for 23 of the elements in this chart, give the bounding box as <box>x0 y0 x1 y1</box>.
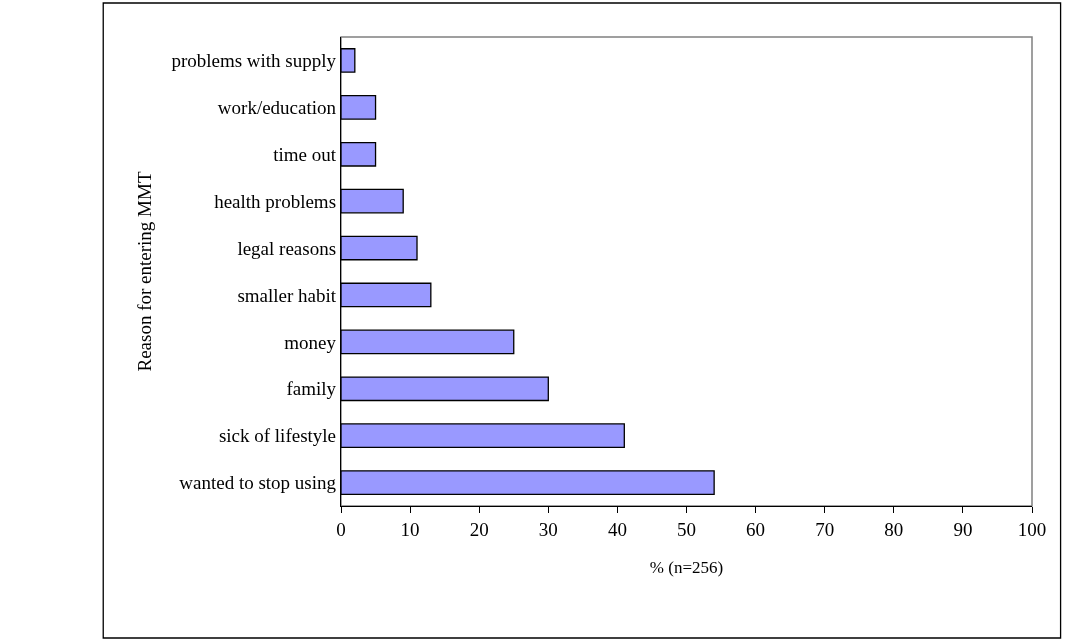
y-tick-label: money <box>284 331 337 353</box>
y-axis-title: Reason for entering MMT <box>134 171 156 372</box>
x-tick-label: 70 <box>815 518 835 540</box>
y-tick-label: time out <box>273 143 337 165</box>
x-tick-label: 30 <box>538 518 558 540</box>
y-tick-label: wanted to stop using <box>179 472 337 494</box>
y-tick-label: health problems <box>214 190 337 212</box>
x-axis-title: % (n=256) <box>649 558 724 578</box>
y-tick-label: smaller habit <box>237 284 337 306</box>
y-tick-label: legal reasons <box>237 237 337 259</box>
x-tick-label: 50 <box>677 518 696 540</box>
x-tick-label: 10 <box>400 518 420 540</box>
y-tick-label: sick of lifestyle <box>218 425 337 447</box>
y-tick-label: problems with supply <box>171 50 337 72</box>
y-tick-label: family <box>286 378 337 400</box>
x-tick-label: 80 <box>884 518 904 540</box>
x-tick-label: 90 <box>953 518 973 540</box>
x-tick-label: 0 <box>336 518 346 540</box>
x-tick-label: 20 <box>469 518 489 540</box>
x-tick-label: 40 <box>607 518 627 540</box>
x-tick-label: 100 <box>1017 518 1047 540</box>
x-tick-label: 60 <box>746 518 766 540</box>
y-tick-label: work/education <box>217 97 337 118</box>
